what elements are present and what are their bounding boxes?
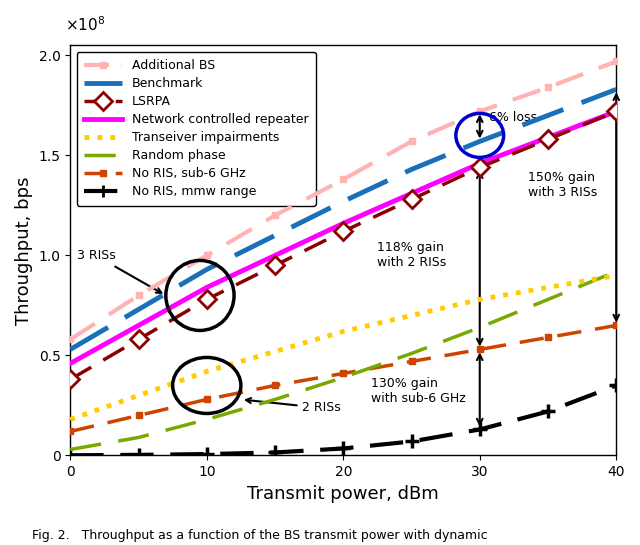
No RIS, mmw range [67,452,74,458]
LSRPA [271,262,279,269]
No RIS, sub-6 GHz [476,346,484,353]
Transeiver impairments [67,416,74,423]
No RIS, sub-6 GHz [612,322,620,329]
No RIS, mmw range [612,382,620,389]
Random phase [134,434,142,441]
No RIS, sub-6 GHz [408,358,415,365]
LSRPA [544,136,552,143]
X-axis label: Transmit power, dBm: Transmit power, dBm [248,485,439,502]
Network controlled repeater [476,160,484,167]
Line: Network controlled repeater: Network controlled repeater [70,111,616,364]
Transeiver impairments [408,312,415,319]
Text: 118% gain
with 2 RISs: 118% gain with 2 RISs [378,241,447,269]
Transeiver impairments [544,284,552,290]
No RIS, mmw range [271,449,279,456]
Network controlled repeater [134,322,142,329]
Additional BS [612,58,620,65]
LSRPA [476,164,484,171]
Network controlled repeater [203,284,211,290]
Random phase [612,268,620,275]
Network controlled repeater [271,252,279,259]
Line: Additional BS: Additional BS [67,58,620,343]
Line: Benchmark: Benchmark [70,89,616,349]
Additional BS [67,336,74,343]
Benchmark [203,266,211,272]
Line: LSRPA: LSRPA [64,105,623,386]
Additional BS [134,292,142,299]
Transeiver impairments [203,368,211,375]
LSRPA [203,296,211,302]
Random phase [544,296,552,302]
Transeiver impairments [271,348,279,355]
No RIS, mmw range [339,445,347,452]
Additional BS [203,252,211,259]
Random phase [203,416,211,423]
LSRPA [408,196,415,203]
LSRPA [134,336,142,343]
Legend: Additional BS, Benchmark, LSRPA, Network controlled repeater, Transeiver impairm: Additional BS, Benchmark, LSRPA, Network… [77,52,316,205]
Text: $\times 10^8$: $\times 10^8$ [65,15,105,34]
No RIS, mmw range [544,408,552,415]
Transeiver impairments [339,328,347,335]
Benchmark [476,138,484,144]
Additional BS [476,108,484,114]
Line: No RIS, mmw range: No RIS, mmw range [63,379,623,462]
Random phase [67,446,74,453]
No RIS, sub-6 GHz [339,370,347,377]
Random phase [408,350,415,357]
Text: 130% gain
with sub-6 GHz: 130% gain with sub-6 GHz [371,378,465,405]
Text: Fig. 2.   Throughput as a function of the BS transmit power with dynamic: Fig. 2. Throughput as a function of the … [32,529,488,542]
Additional BS [339,176,347,183]
Text: 3 RISs: 3 RISs [77,250,161,293]
No RIS, sub-6 GHz [271,382,279,389]
Benchmark [339,198,347,205]
LSRPA [612,108,620,114]
Random phase [271,396,279,403]
Network controlled repeater [67,360,74,367]
Random phase [476,324,484,331]
LSRPA [67,376,74,383]
Line: Transeiver impairments: Transeiver impairments [70,275,616,420]
Network controlled repeater [544,134,552,141]
Benchmark [134,306,142,313]
No RIS, mmw range [134,452,142,458]
Line: Random phase: Random phase [70,271,616,450]
Additional BS [271,212,279,219]
No RIS, mmw range [476,426,484,433]
Benchmark [271,232,279,239]
Benchmark [544,112,552,119]
No RIS, mmw range [203,451,211,457]
No RIS, sub-6 GHz [134,412,142,419]
Text: 150% gain
with 3 RISs: 150% gain with 3 RISs [527,172,596,199]
No RIS, mmw range [408,438,415,445]
Line: No RIS, sub-6 GHz: No RIS, sub-6 GHz [67,322,620,434]
Network controlled repeater [408,190,415,197]
LSRPA [339,228,347,235]
Transeiver impairments [612,272,620,278]
Transeiver impairments [476,296,484,302]
Network controlled repeater [339,220,347,227]
Y-axis label: Throughput, bps: Throughput, bps [15,176,33,325]
No RIS, sub-6 GHz [203,396,211,403]
Additional BS [544,84,552,90]
No RIS, sub-6 GHz [67,428,74,435]
Random phase [339,374,347,381]
Benchmark [408,166,415,173]
Transeiver impairments [134,392,142,399]
Additional BS [408,138,415,144]
No RIS, sub-6 GHz [544,334,552,341]
Benchmark [67,346,74,353]
Text: 2 RISs: 2 RISs [246,398,341,414]
Text: 6% loss: 6% loss [490,111,538,124]
Network controlled repeater [612,108,620,114]
Benchmark [612,86,620,93]
